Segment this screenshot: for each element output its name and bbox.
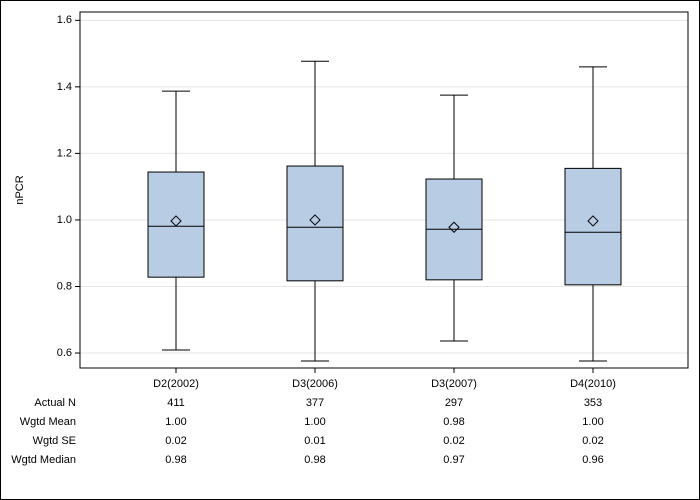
table-row-label: Wgtd Mean (20, 416, 76, 428)
table-cell: 0.98 (443, 416, 464, 428)
y-tick-label: 1.2 (57, 147, 72, 159)
table-cell: 0.98 (165, 454, 186, 466)
mean-marker (587, 215, 599, 227)
mean-marker (448, 221, 460, 233)
y-tick-label: 1.0 (57, 214, 72, 226)
table-cell: 0.02 (582, 435, 603, 447)
table-row-label: Wgtd Median (11, 454, 76, 466)
table-cell: 0.96 (582, 454, 603, 466)
table-cell: 377 (306, 397, 324, 409)
table-cell: 0.01 (304, 435, 325, 447)
x-tick-label: D3(2006) (292, 378, 338, 390)
y-tick-label: 1.4 (57, 81, 72, 93)
table-cell: 0.98 (304, 454, 325, 466)
table-cell: 1.00 (165, 416, 186, 428)
mean-marker (170, 215, 182, 227)
table-cell: 411 (167, 397, 185, 409)
y-tick-label: 1.6 (57, 14, 72, 26)
table-cell: 1.00 (304, 416, 325, 428)
box (147, 171, 205, 278)
table-cell: 297 (445, 397, 463, 409)
table-row-label: Wgtd SE (33, 435, 76, 447)
plot-frame (79, 11, 689, 369)
x-tick-label: D2(2002) (153, 378, 199, 390)
y-tick-label: 0.8 (57, 280, 72, 292)
y-tick-label: 0.6 (57, 347, 72, 359)
table-cell: 0.97 (443, 454, 464, 466)
mean-marker (309, 214, 321, 226)
table-cell: 353 (584, 397, 602, 409)
table-cell: 0.02 (165, 435, 186, 447)
y-axis-label: nPCR (14, 175, 26, 204)
box (286, 165, 344, 282)
x-tick-label: D3(2007) (431, 378, 477, 390)
table-row-label: Actual N (34, 397, 76, 409)
x-tick-label: D4(2010) (570, 378, 616, 390)
table-cell: 1.00 (582, 416, 603, 428)
table-cell: 0.02 (443, 435, 464, 447)
